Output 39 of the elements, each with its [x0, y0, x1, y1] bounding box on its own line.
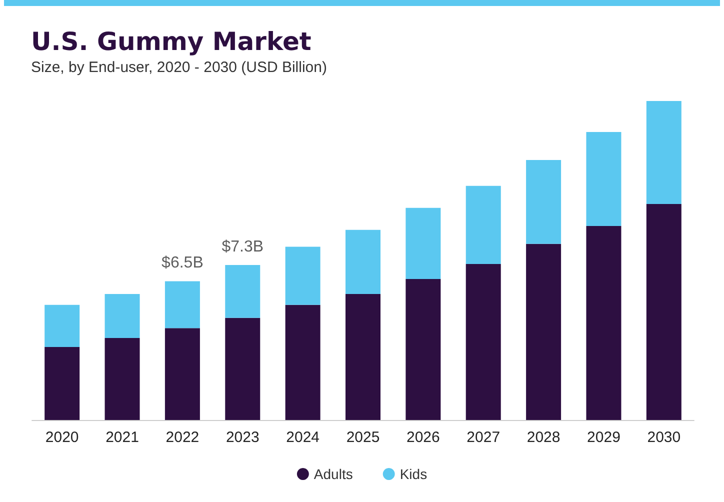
annotation: $6.5B — [162, 254, 204, 272]
x-tick-label: 2028 — [526, 429, 560, 446]
bar — [466, 186, 501, 264]
chart-title: U.S. Gummy Market — [31, 27, 312, 56]
x-tick-label: 2026 — [406, 429, 440, 446]
bar — [44, 304, 80, 347]
bar — [164, 281, 200, 328]
bar — [225, 264, 260, 318]
chart-subtitle: Size, by End-user, 2020 - 2030 (USD Billion) — [31, 59, 327, 76]
bar — [44, 346, 80, 420]
bar — [285, 246, 320, 305]
bar — [346, 230, 380, 294]
legend-label: Adults — [314, 466, 353, 482]
x-tick-label: 2020 — [45, 429, 79, 446]
x-tick-label: 2024 — [286, 429, 320, 446]
x-tick-label: 2022 — [166, 429, 200, 446]
x-tick-label: 2023 — [226, 429, 260, 446]
x-tick-label: 2025 — [346, 429, 380, 446]
x-tick-label: 2029 — [587, 429, 620, 446]
bar — [164, 328, 200, 420]
x-tick-label: 2027 — [466, 429, 500, 446]
bar — [406, 208, 441, 279]
bar — [526, 244, 562, 420]
x-tick-label: 2030 — [647, 429, 681, 446]
bar — [646, 204, 682, 420]
bar — [646, 101, 682, 204]
bar — [526, 160, 562, 244]
bar — [466, 264, 501, 420]
bar — [586, 132, 622, 226]
bar — [225, 318, 260, 420]
bar — [104, 294, 140, 338]
x-tick-label: 2021 — [106, 429, 139, 446]
bar — [406, 279, 441, 420]
annotation: $7.3B — [222, 238, 264, 256]
legend-label: Kids — [400, 466, 428, 482]
bar — [285, 304, 320, 420]
bar — [104, 338, 140, 420]
bar — [586, 226, 622, 420]
bar — [346, 294, 380, 420]
